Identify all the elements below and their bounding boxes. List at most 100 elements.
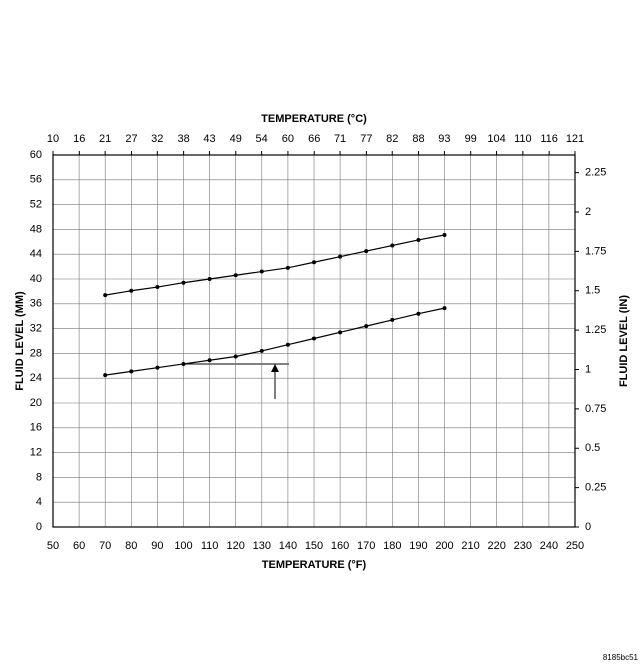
y-tick-label: 52: [30, 199, 42, 211]
point: [312, 336, 316, 341]
point: [390, 243, 395, 248]
x-tick-label: 160: [331, 540, 349, 552]
x2-tick-label: 49: [230, 133, 242, 145]
x-tick-label: 90: [151, 540, 163, 552]
x-tick-label: 70: [99, 540, 111, 552]
y2-tick-label: 2: [585, 206, 591, 218]
point: [416, 237, 421, 242]
point: [207, 358, 212, 363]
y2-tick-label: 1: [585, 363, 591, 375]
y-tick-label: 24: [30, 372, 42, 384]
x2-tick-label: 21: [99, 133, 111, 145]
y-tick-label: 12: [30, 447, 42, 459]
y-tick-label: 4: [36, 496, 42, 508]
x2-tick-label: 27: [125, 133, 137, 145]
y-tick-label: 0: [36, 521, 42, 533]
point: [390, 317, 395, 322]
point: [155, 365, 160, 370]
point: [442, 232, 447, 237]
y2-tick-label: 0.75: [585, 403, 606, 415]
x2-tick-label: 71: [334, 133, 346, 145]
x-tick-label: 80: [125, 540, 137, 552]
x-tick-label: 140: [279, 540, 297, 552]
point: [259, 348, 264, 353]
y-tick-label: 44: [30, 248, 42, 260]
x-axis-title: TEMPERATURE (°F): [262, 559, 367, 571]
x-tick-label: 220: [488, 540, 506, 552]
point: [207, 277, 212, 281]
x2-axis-title: TEMPERATURE (°C): [261, 113, 367, 125]
x-tick-label: 60: [73, 540, 85, 552]
x-tick-label: 230: [514, 540, 532, 552]
plot-frame: [52, 154, 576, 528]
y-tick-label: 28: [30, 347, 42, 359]
point: [233, 273, 238, 278]
point: [285, 342, 290, 347]
x-tick-label: 250: [566, 540, 584, 552]
x2-tick-label: 60: [282, 133, 294, 145]
point: [103, 373, 108, 378]
x2-tick-label: 88: [412, 133, 424, 145]
x-tick-label: 150: [305, 540, 323, 552]
y2-tick-label: 0: [585, 521, 591, 533]
x2-tick-label: 77: [360, 133, 372, 145]
x2-tick-label: 121: [566, 133, 584, 145]
y-tick-label: 32: [30, 323, 42, 335]
x2-tick-label: 66: [308, 133, 320, 145]
point: [181, 361, 186, 366]
series-line: [105, 234, 445, 296]
y-tick-label: 48: [30, 223, 42, 235]
x-tick-label: 120: [227, 540, 245, 552]
x-tick-label: 170: [357, 540, 375, 552]
point: [364, 249, 369, 254]
point: [233, 354, 238, 359]
y2-tick-label: 1.25: [585, 324, 606, 336]
x2-tick-label: 43: [203, 133, 215, 145]
point: [364, 324, 369, 329]
y-tick-label: 8: [36, 471, 42, 483]
point: [129, 369, 134, 374]
y-tick-label: 36: [30, 298, 42, 310]
x-tick-label: 130: [253, 540, 271, 552]
series-line: [105, 307, 445, 376]
x2-tick-label: 38: [177, 133, 189, 145]
x-tick-label: 200: [435, 540, 453, 552]
y2-tick-label: 0.25: [585, 482, 606, 494]
point: [103, 293, 108, 298]
point: [155, 285, 160, 290]
x2-tick-label: 116: [540, 133, 558, 145]
y2-tick-label: 2.25: [585, 167, 606, 179]
point: [129, 288, 134, 293]
y-tick-label: 40: [30, 273, 42, 285]
arrow-head: [271, 364, 279, 372]
point: [442, 306, 447, 311]
x-tick-label: 110: [201, 540, 219, 552]
point: [416, 311, 421, 316]
point: [285, 265, 290, 270]
y-tick-label: 56: [30, 174, 42, 186]
point: [338, 254, 343, 259]
x2-tick-label: 32: [151, 133, 163, 145]
x2-tick-label: 54: [255, 133, 267, 145]
x-tick-label: 50: [47, 540, 59, 552]
point: [181, 280, 186, 285]
y-tick-label: 20: [30, 397, 42, 409]
y2-tick-label: 0.5: [585, 442, 600, 454]
x-tick-label: 190: [409, 540, 427, 552]
y2-tick-label: 1.5: [585, 285, 600, 297]
x-tick-label: 100: [174, 540, 192, 552]
x2-tick-label: 93: [438, 133, 450, 145]
point: [259, 269, 264, 274]
figure-id: 8185bc51: [603, 653, 639, 662]
x2-tick-label: 104: [487, 133, 505, 145]
y-tick-label: 16: [30, 422, 42, 434]
y2-axis-title: FLUID LEVEL (IN): [618, 295, 630, 387]
x2-tick-label: 10: [47, 133, 59, 145]
x2-tick-label: 82: [386, 133, 398, 145]
x-tick-label: 180: [383, 540, 401, 552]
x-tick-label: 210: [461, 540, 479, 552]
x-tick-label: 240: [540, 540, 558, 552]
point: [312, 260, 316, 265]
